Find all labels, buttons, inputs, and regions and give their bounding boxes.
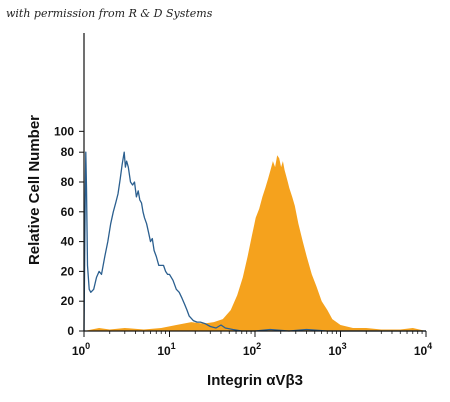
y-tick-label: 20 [61,264,75,278]
x-tick-label: 101 [157,341,175,358]
y-tick-label: 40 [61,235,75,249]
x-tick-label: 100 [72,341,90,358]
y-tick-label: 0 [67,324,74,338]
outline-histogram-series [83,151,426,332]
x-tick-label: 104 [414,341,432,358]
x-axis-title: Integrin αVβ3 [207,372,303,389]
y-tick-label: 80 [61,175,75,189]
x-tick-label: 103 [328,341,346,358]
filled-histogram-series [84,155,426,331]
y-tick-label: 100 [54,124,74,138]
y-tick-label: 80 [61,145,75,159]
permission-note: with permission from R & D Systems [6,7,213,20]
series-layer [83,151,426,332]
y-tick-label: 20 [61,294,75,308]
ticks-layer: 0 20 20 40 60 80 80 100 100 101 102 103 104 [54,124,432,358]
y-axis-title: Relative Cell Number [26,115,43,265]
x-tick-label: 102 [243,341,261,358]
y-tick-label: 60 [61,205,75,219]
